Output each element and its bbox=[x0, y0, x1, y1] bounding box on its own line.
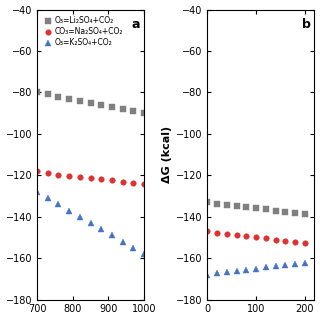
Text: a: a bbox=[131, 18, 140, 31]
Y-axis label: ΔG (kcal): ΔG (kcal) bbox=[162, 126, 172, 183]
Text: b: b bbox=[302, 18, 310, 31]
Legend: O₃=Li₂SO₄+CO₂, CO₃=Na₂SO₄+CO₂, O₃=K₂SO₄+CO₂: O₃=Li₂SO₄+CO₂, CO₃=Na₂SO₄+CO₂, O₃=K₂SO₄+… bbox=[41, 13, 126, 50]
